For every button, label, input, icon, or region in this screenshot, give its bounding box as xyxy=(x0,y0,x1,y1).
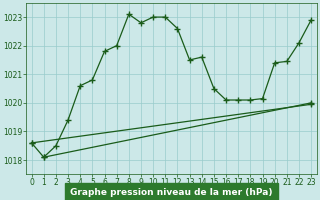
X-axis label: Graphe pression niveau de la mer (hPa): Graphe pression niveau de la mer (hPa) xyxy=(70,188,273,197)
